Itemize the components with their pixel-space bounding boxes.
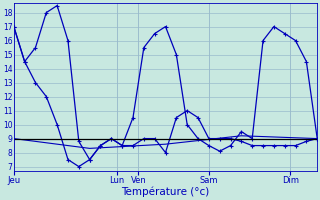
- X-axis label: Température (°c): Température (°c): [121, 187, 210, 197]
